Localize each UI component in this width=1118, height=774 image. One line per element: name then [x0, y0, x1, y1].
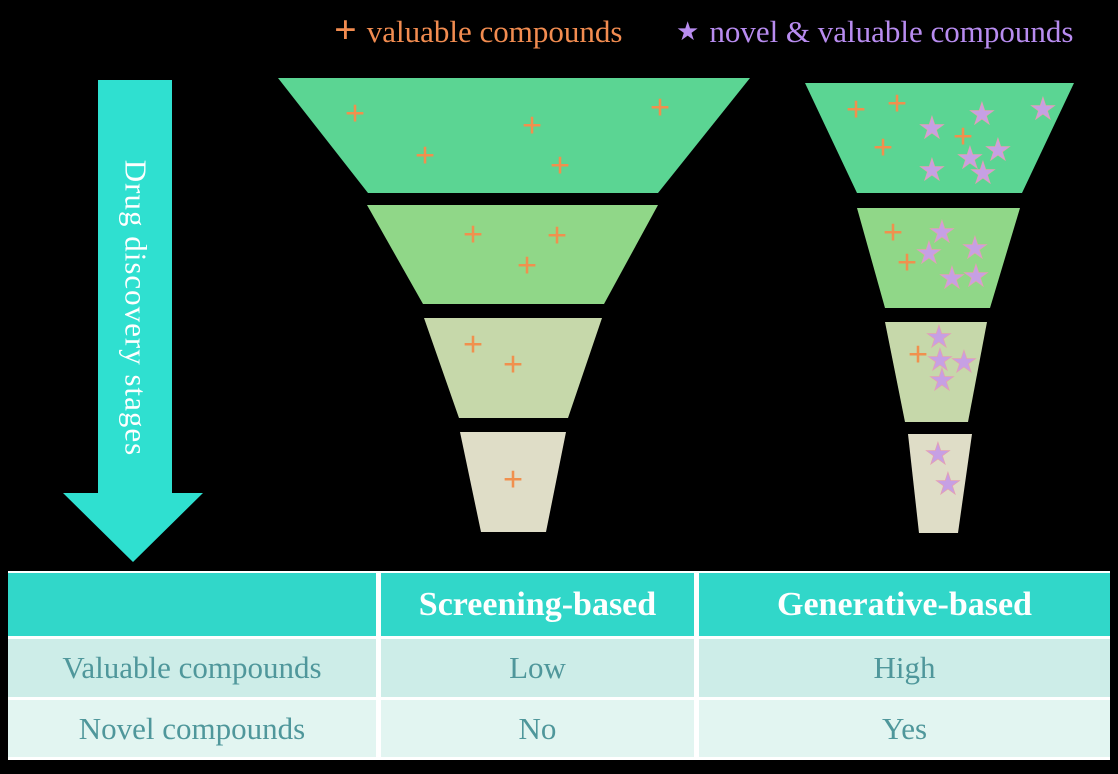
table-header-empty: [8, 573, 376, 636]
table-cell-valuable-label: Valuable compounds: [8, 639, 376, 697]
table-cell-valuable-generative: High: [699, 639, 1110, 697]
screening-based-funnel-stage-3: [424, 318, 602, 418]
table-cell-valuable-screening: Low: [381, 639, 694, 697]
generative-based-funnel-stage-4: [908, 434, 972, 533]
screening-based-funnel-stage-2: [367, 205, 658, 304]
table-header-generative: Generative-based: [699, 573, 1110, 636]
legend-item-valuable: + valuable compounds: [334, 10, 623, 54]
plus-icon: +: [334, 7, 357, 52]
table-cell-novel-generative: Yes: [699, 700, 1110, 757]
comparison-table: Screening-based Generative-based Valuabl…: [8, 571, 1110, 760]
screening-based-funnel-stage-1: [278, 78, 750, 193]
legend-item-novel-valuable: ★ novel & valuable compounds: [676, 10, 1074, 54]
table-cell-novel-label: Novel compounds: [8, 700, 376, 757]
table-header-screening: Screening-based: [381, 573, 694, 636]
generative-based-funnel-stage-2: [857, 208, 1020, 308]
table-cell-novel-screening: No: [381, 700, 694, 757]
legend-label: valuable compounds: [366, 14, 623, 49]
star-icon: ★: [676, 17, 700, 47]
generative-based-funnel-stage-1: [805, 83, 1074, 193]
legend-label: novel & valuable compounds: [709, 14, 1074, 49]
screening-based-funnel-stage-4: [460, 432, 566, 532]
generative-based-funnel-stage-3: [885, 322, 987, 422]
